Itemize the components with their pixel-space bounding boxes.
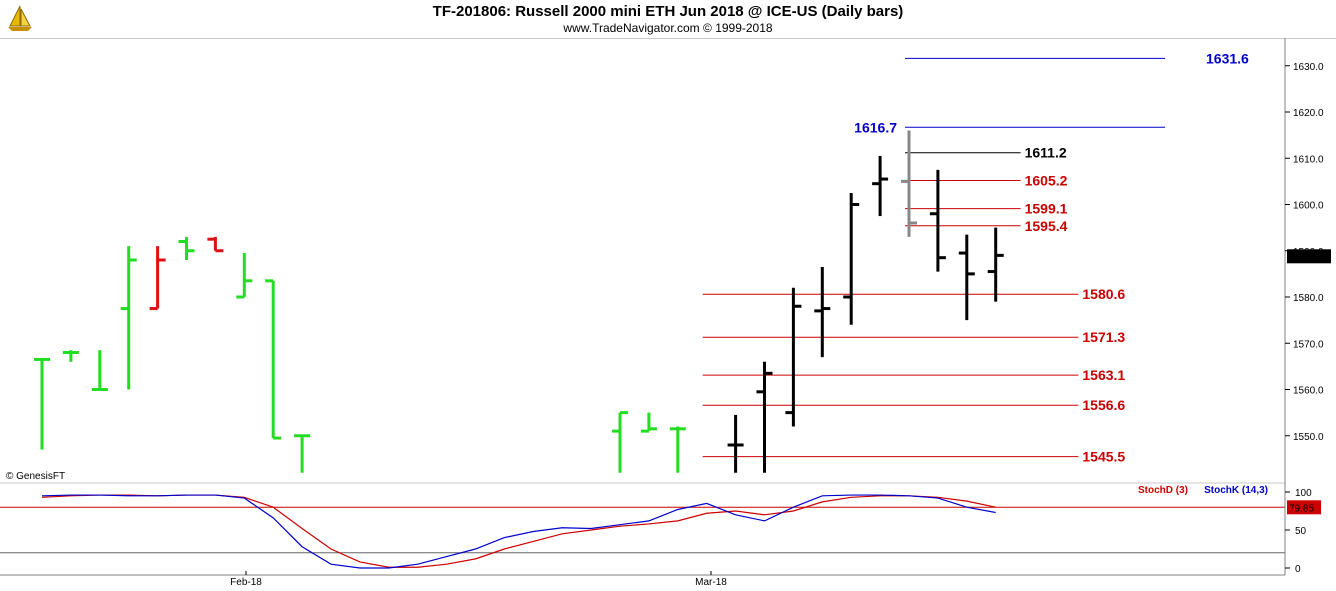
ohlc-bar[interactable] (207, 236, 224, 253)
stoch-tick-label: 100 (1295, 488, 1312, 499)
ohlc-bar[interactable] (929, 169, 946, 272)
stoch-legend-label: StochD (3) (1138, 485, 1188, 496)
price-tick-label: 1630.0 (1293, 62, 1324, 73)
chart-title: TF-201806: Russell 2000 mini ETH Jun 201… (432, 3, 904, 20)
ohlc-bar[interactable] (669, 426, 686, 473)
ohlc-bar[interactable] (294, 434, 311, 473)
x-tick-label: Feb-18 (230, 577, 262, 588)
stoch-tick-label: 0 (1295, 564, 1301, 575)
chart-subtitle: www.TradeNavigator.com © 1999-2018 (563, 21, 773, 35)
ohlc-bar[interactable] (149, 246, 166, 311)
ohlc-bar[interactable] (178, 236, 195, 260)
price-tick-label: 1620.0 (1293, 108, 1324, 119)
last-price-badge (1287, 249, 1331, 264)
stoch-series-line (41, 494, 996, 569)
ohlc-bar[interactable] (901, 130, 917, 237)
stoch-legend-label: StochK (14,3) (1204, 485, 1268, 496)
level-label: 1545.5 (1082, 449, 1125, 465)
level-label: 1611.2 (1025, 145, 1067, 161)
ohlc-bar[interactable] (843, 192, 860, 325)
ohlc-bar[interactable] (785, 287, 802, 427)
level-label: 1599.1 (1025, 201, 1068, 217)
last-price-label: 1588.8 (1289, 252, 1320, 263)
ohlc-bar[interactable] (872, 155, 889, 217)
ohlc-bar[interactable] (120, 246, 137, 390)
ohlc-bar[interactable] (640, 412, 657, 433)
price-tick-label: 1610.0 (1293, 154, 1324, 165)
price-tick-label: 1570.0 (1293, 339, 1324, 350)
ohlc-bar[interactable] (62, 350, 79, 362)
ohlc-bar[interactable] (756, 361, 773, 473)
stoch-series-line (41, 494, 996, 568)
watermark-label: © GenesisFT (6, 471, 65, 482)
ohlc-bar[interactable] (987, 227, 1004, 302)
ohlc-bar[interactable] (34, 357, 50, 450)
stoch-last-badge (1287, 500, 1321, 515)
x-tick-label: Mar-18 (695, 577, 727, 588)
level-label: 1556.6 (1082, 397, 1125, 413)
level-label: 1580.6 (1082, 286, 1125, 302)
level-label: 1631.6 (1206, 50, 1249, 66)
stoch-last-label: 79.85 (1289, 503, 1314, 514)
stoch-tick-label: 50 (1295, 526, 1307, 537)
chart-header: TF-201806: Russell 2000 mini ETH Jun 201… (0, 0, 1336, 39)
ohlc-bar[interactable] (236, 253, 253, 299)
ohlc-bar[interactable] (265, 279, 282, 440)
price-tick-label: 1550.0 (1293, 432, 1324, 443)
level-label: 1571.3 (1082, 329, 1125, 345)
ohlc-bar[interactable] (612, 411, 628, 473)
price-tick-label: 1560.0 (1293, 386, 1324, 397)
level-label: 1616.7 (854, 119, 897, 135)
price-tick-label: 1580.0 (1293, 293, 1324, 304)
ohlc-bar[interactable] (814, 266, 831, 358)
level-label: 1563.1 (1082, 367, 1125, 383)
sailboat-logo-icon (6, 4, 34, 32)
price-tick-label: 1600.0 (1293, 201, 1324, 212)
level-label: 1605.2 (1025, 172, 1068, 188)
ohlc-bar[interactable] (91, 350, 108, 391)
ohlc-bar[interactable] (727, 414, 744, 473)
level-label: 1595.4 (1025, 218, 1068, 234)
ohlc-bar[interactable] (958, 234, 975, 321)
